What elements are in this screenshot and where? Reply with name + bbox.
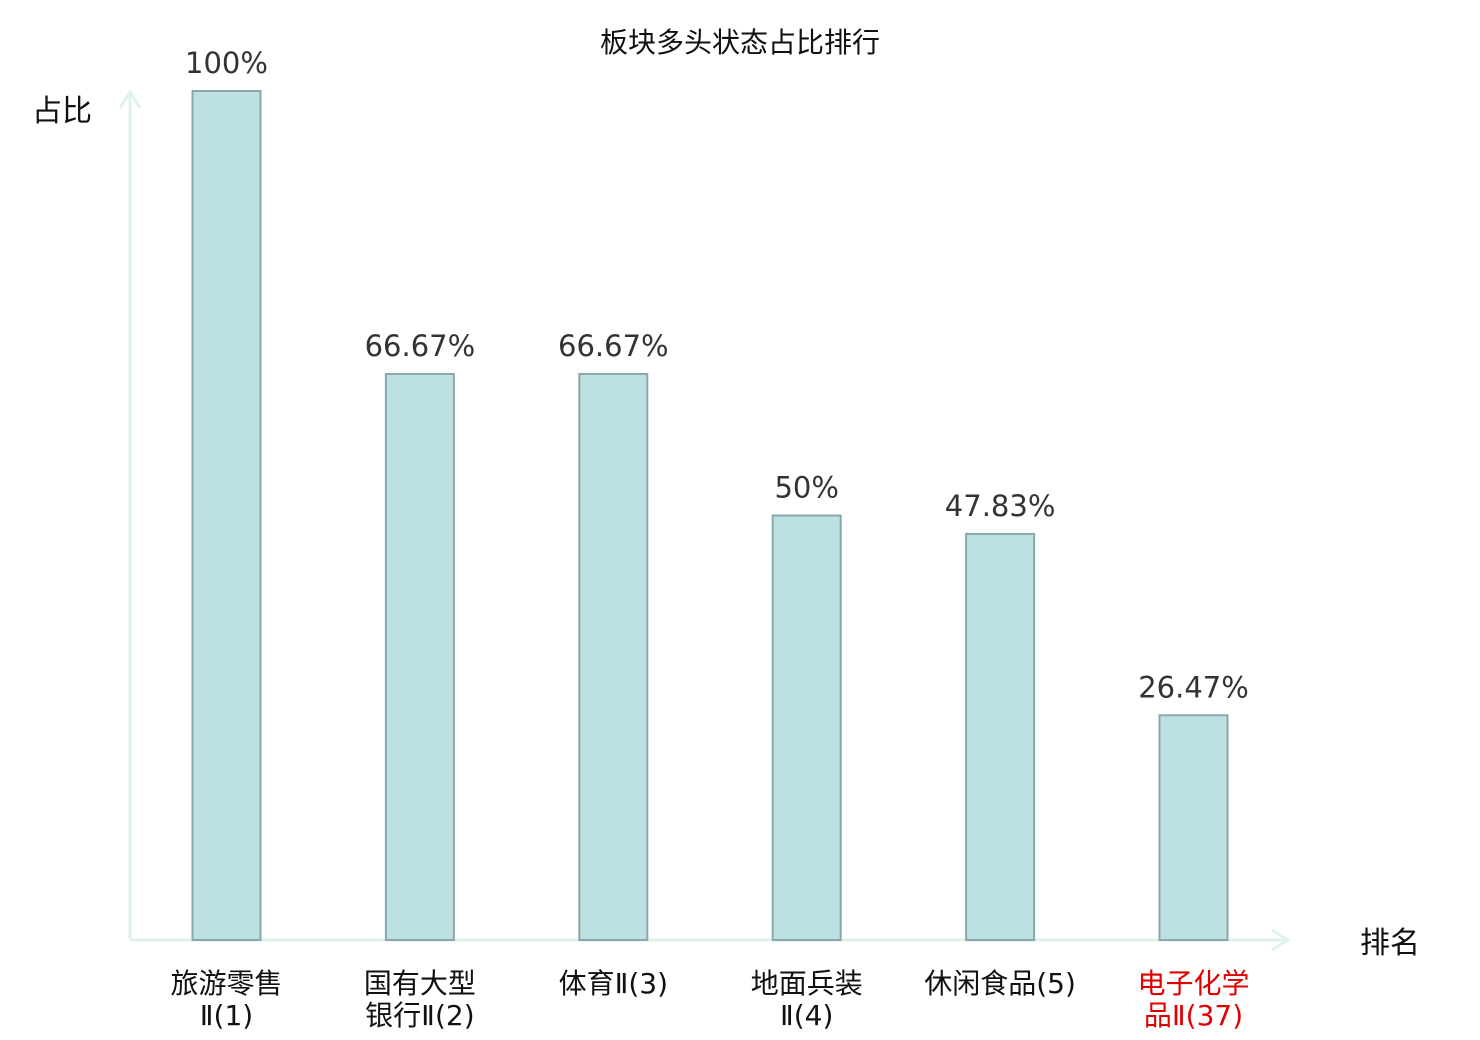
category-label-line: Ⅱ(1) <box>200 999 253 1032</box>
category-label-4: 地面兵装 Ⅱ(4) <box>751 967 863 1032</box>
category-label-line: 国有大型 <box>364 967 476 1000</box>
value-label-1: 100% <box>185 46 268 80</box>
chart-title: 板块多头状态占比排行 <box>600 26 880 59</box>
category-label-line: 休闲食品(5) <box>924 967 1076 1000</box>
category-label-line: 银行Ⅱ(2) <box>365 999 474 1032</box>
bar-2 <box>384 372 455 942</box>
bars-group <box>191 90 1229 942</box>
category-label-3: 体育Ⅱ(3) <box>559 967 668 1000</box>
category-label-line: 电子化学 <box>1137 967 1249 1000</box>
x-axis-arrow <box>1271 928 1291 952</box>
category-label-line: 品Ⅱ(37) <box>1144 999 1243 1032</box>
bar-3 <box>578 372 649 942</box>
category-label-2: 国有大型银行Ⅱ(2) <box>364 967 476 1032</box>
value-label-5: 47.83% <box>945 489 1056 523</box>
bar-1 <box>191 90 262 941</box>
category-label-line: 旅游零售 <box>170 967 282 1000</box>
category-label-line: Ⅱ(4) <box>780 999 833 1032</box>
bar-5 <box>965 532 1036 941</box>
category-label-line: 体育Ⅱ(3) <box>559 967 668 1000</box>
value-label-6: 26.47% <box>1138 670 1249 704</box>
category-label-6: 电子化学品Ⅱ(37) <box>1137 967 1249 1032</box>
y-axis-label: 占比 <box>32 94 92 129</box>
category-label-1: 旅游零售 Ⅱ(1) <box>170 967 282 1032</box>
category-label-line: 地面兵装 <box>751 967 863 1000</box>
value-label-2: 66.67% <box>365 329 476 363</box>
value-labels-group: 100% 66.67% 66.67% 50% 47.83% 26.47% <box>185 46 1249 704</box>
bar-4 <box>771 514 842 941</box>
y-axis-arrow <box>118 89 142 109</box>
category-labels-group: 旅游零售 Ⅱ(1) 国有大型银行Ⅱ(2) 体育Ⅱ(3) 地面兵装 Ⅱ(4) 休闲食品(5) 电… <box>170 967 1249 1032</box>
value-label-4: 50% <box>774 471 838 505</box>
x-axis-label: 排名 <box>1360 926 1420 961</box>
value-label-3: 66.67% <box>558 329 669 363</box>
bar-6 <box>1158 714 1229 942</box>
category-label-5: 休闲食品(5) <box>924 967 1076 1000</box>
